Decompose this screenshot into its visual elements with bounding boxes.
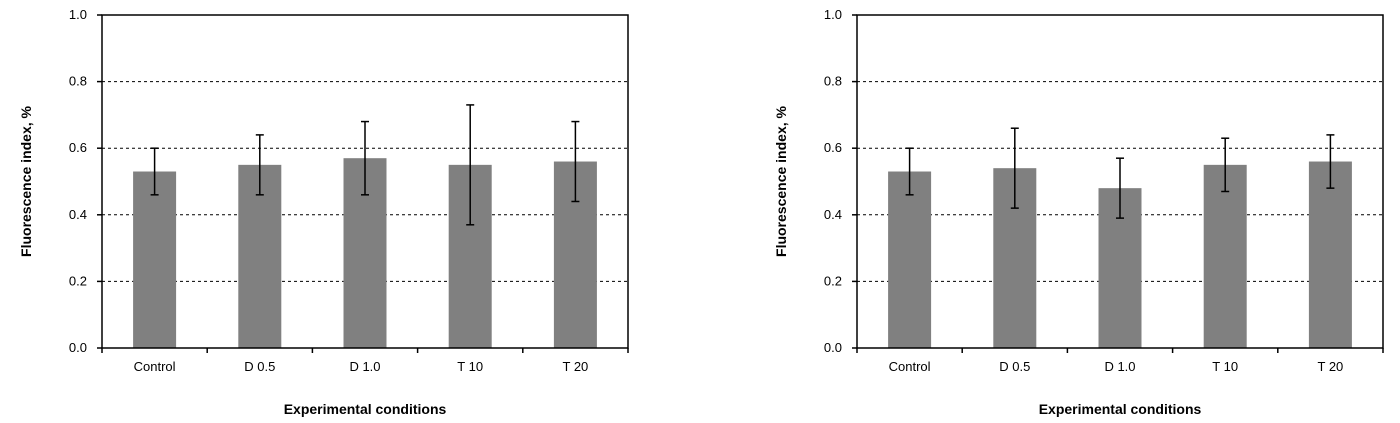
- x-tick-label: T 10: [1212, 359, 1238, 374]
- y-tick-label: 0.8: [69, 74, 87, 89]
- x-tick-label: T 20: [1318, 359, 1344, 374]
- chart-right: 0.0 0.2 0.4 0.6 0.8 1.0 Control D 0.5 D 1.0 T 10 T…: [773, 7, 1384, 417]
- y-tick-label: 0.4: [824, 207, 842, 222]
- x-tick-label: D 1.0: [1104, 359, 1135, 374]
- y-axis-title: Fluorescence index, %: [18, 105, 34, 256]
- y-tick-label: 0.0: [824, 340, 842, 355]
- plot-frame: [101, 14, 629, 349]
- x-tick-label: D 1.0: [349, 359, 380, 374]
- x-axis-title: Experimental conditions: [284, 401, 447, 417]
- y-tick-label: 0.6: [69, 140, 87, 155]
- y-axis-title: Fluorescence index, %: [773, 105, 789, 256]
- chart-left: 0.0 0.2 0.4 0.6 0.8 1.0 Control D 0.5 D 1.0 T 10 T…: [18, 7, 629, 417]
- y-tick-label: 0.2: [69, 273, 87, 288]
- x-tick-label: T 20: [563, 359, 589, 374]
- bar: [1308, 161, 1352, 348]
- y-tick-label: 0.6: [824, 140, 842, 155]
- x-tick-label: T 10: [457, 359, 483, 374]
- y-tick-label: 1.0: [824, 7, 842, 22]
- y-tick-label: 0.2: [824, 273, 842, 288]
- x-axis-title: Experimental conditions: [1039, 401, 1202, 417]
- y-tick-label: 0.4: [69, 207, 87, 222]
- x-tick-label: D 0.5: [999, 359, 1030, 374]
- bar: [133, 171, 177, 348]
- y-tick-label: 0.0: [69, 340, 87, 355]
- x-tick-label: D 0.5: [244, 359, 275, 374]
- y-tick-label: 1.0: [69, 7, 87, 22]
- plot-frame: [856, 14, 1384, 349]
- x-tick-label: Control: [134, 359, 176, 374]
- x-tick-label: Control: [889, 359, 931, 374]
- bar: [888, 171, 932, 348]
- bar: [1203, 164, 1247, 348]
- y-tick-label: 0.8: [824, 74, 842, 89]
